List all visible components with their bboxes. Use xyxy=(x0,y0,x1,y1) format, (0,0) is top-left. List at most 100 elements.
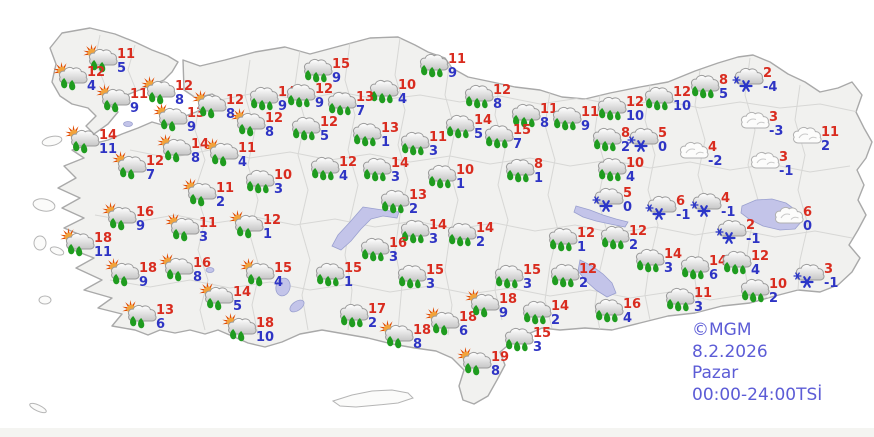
island-cyprus xyxy=(331,389,414,408)
cloud-rain-icon xyxy=(310,156,340,181)
cloud-rain-icon xyxy=(552,106,582,131)
sun-cloud-rain-icon xyxy=(182,178,217,207)
temp-min: 8 xyxy=(193,270,202,285)
temp-min: 9 xyxy=(136,219,145,234)
temp-max: 4 xyxy=(708,140,717,155)
temp-max: 11 xyxy=(130,87,148,102)
temp-max: 15 xyxy=(344,261,362,276)
island xyxy=(33,235,47,251)
weather-station: 127 xyxy=(112,151,164,183)
temp-max: 12 xyxy=(320,115,338,130)
weather-station: 124 xyxy=(310,155,357,184)
temp-min: -1 xyxy=(779,164,793,179)
cloudy-icon xyxy=(792,126,822,144)
temp-max: 10 xyxy=(398,78,416,93)
cloud-snow-icon xyxy=(645,195,677,220)
weather-station: 143 xyxy=(635,247,682,276)
weather-station: 121 xyxy=(229,210,281,242)
island xyxy=(38,295,52,305)
temp-min: -1 xyxy=(824,276,838,291)
temp-min: 4 xyxy=(87,79,96,94)
cloud-rain-icon xyxy=(445,114,475,139)
temp-max: 15 xyxy=(426,263,444,278)
temp-min: 6 xyxy=(709,268,718,283)
temp-max: 15 xyxy=(533,326,551,341)
temp-min: -1 xyxy=(746,232,760,247)
sun-cloud-rain-icon xyxy=(240,258,275,287)
weather-station: 189 xyxy=(105,258,157,290)
temp-min: 2 xyxy=(629,238,638,253)
cloud-rain-icon xyxy=(548,227,578,252)
cloud-rain-icon xyxy=(722,250,752,275)
weather-station: 113 xyxy=(665,286,712,315)
temp-min: 3 xyxy=(429,144,438,159)
temp-max: 10 xyxy=(274,168,292,183)
cloud-rain-icon xyxy=(245,169,275,194)
weather-station: 188 xyxy=(379,320,431,352)
temp-min: 9 xyxy=(448,66,457,81)
temp-max: 13 xyxy=(356,90,374,105)
cloud-rain-icon xyxy=(550,263,580,288)
weather-station: 82 xyxy=(592,126,630,155)
cloudy-icon xyxy=(774,206,804,224)
temp-min: 3 xyxy=(426,277,435,292)
temp-min: 7 xyxy=(146,168,155,183)
temp-min: 5 xyxy=(719,87,728,102)
temp-max: 18 xyxy=(94,231,112,246)
temp-max: 12 xyxy=(263,213,281,228)
snowflake-icon xyxy=(599,200,613,212)
temp-min: 7 xyxy=(513,137,522,152)
temp-min: 3 xyxy=(664,261,673,276)
temp-max: 14 xyxy=(709,254,727,269)
temp-max: 11 xyxy=(694,286,712,301)
temp-max: 5 xyxy=(658,126,667,141)
snowflake-icon xyxy=(592,196,601,204)
weather-station: 142 xyxy=(447,221,494,250)
weather-station: 128 xyxy=(464,83,511,112)
weather-station: 132 xyxy=(380,188,427,217)
sun-cloud-rain-icon xyxy=(231,108,266,137)
temp-max: 12 xyxy=(265,111,283,126)
weather-station: 129 xyxy=(286,82,333,111)
weather-station: 6-1 xyxy=(645,194,690,223)
temp-max: 3 xyxy=(769,110,778,125)
temp-min: -4 xyxy=(763,80,777,95)
sun-cloud-rain-icon xyxy=(192,90,227,119)
temp-min: 9 xyxy=(130,101,139,116)
cloud-rain-icon xyxy=(644,86,674,111)
stations-layer: 115 124 119 xyxy=(53,44,839,379)
temp-min: 8 xyxy=(413,337,422,352)
temp-min: 10 xyxy=(256,330,274,345)
temp-min: 3 xyxy=(274,182,283,197)
temp-min: 0 xyxy=(623,200,632,215)
temp-min: 6 xyxy=(459,324,468,339)
sun-cloud-rain-icon xyxy=(53,62,88,91)
temp-max: 18 xyxy=(139,261,157,276)
sun-cloud-rain-icon xyxy=(457,347,492,376)
temp-max: 11 xyxy=(238,141,256,156)
weather-station: 121 xyxy=(548,226,595,255)
temp-min: 6 xyxy=(156,317,165,332)
snowflake-icon xyxy=(793,272,802,280)
sun-cloud-rain-icon xyxy=(122,300,157,329)
weather-station: 198 xyxy=(457,347,509,379)
temp-max: 13 xyxy=(156,303,174,318)
temp-min: 4 xyxy=(274,275,283,290)
cloud-rain-icon xyxy=(484,124,514,149)
temp-max: 11 xyxy=(429,130,447,145)
weather-station: 50 xyxy=(627,126,667,155)
sun-cloud-rain-icon xyxy=(60,228,95,257)
weather-station: 159 xyxy=(303,57,350,86)
forecast-time-range: 00:00-24:00TSİ xyxy=(692,384,823,405)
temp-max: 14 xyxy=(233,285,251,300)
cloud-rain-icon xyxy=(522,300,552,325)
weather-station: 169 xyxy=(102,202,154,234)
weather-station: 128 xyxy=(231,108,283,140)
temp-min: 8 xyxy=(265,125,274,140)
temp-max: 11 xyxy=(117,47,135,62)
weather-station: 122 xyxy=(600,224,647,253)
snowflake-icon xyxy=(739,80,753,92)
sun-cloud-rain-icon xyxy=(165,213,200,242)
weather-station: 189 xyxy=(465,289,517,321)
